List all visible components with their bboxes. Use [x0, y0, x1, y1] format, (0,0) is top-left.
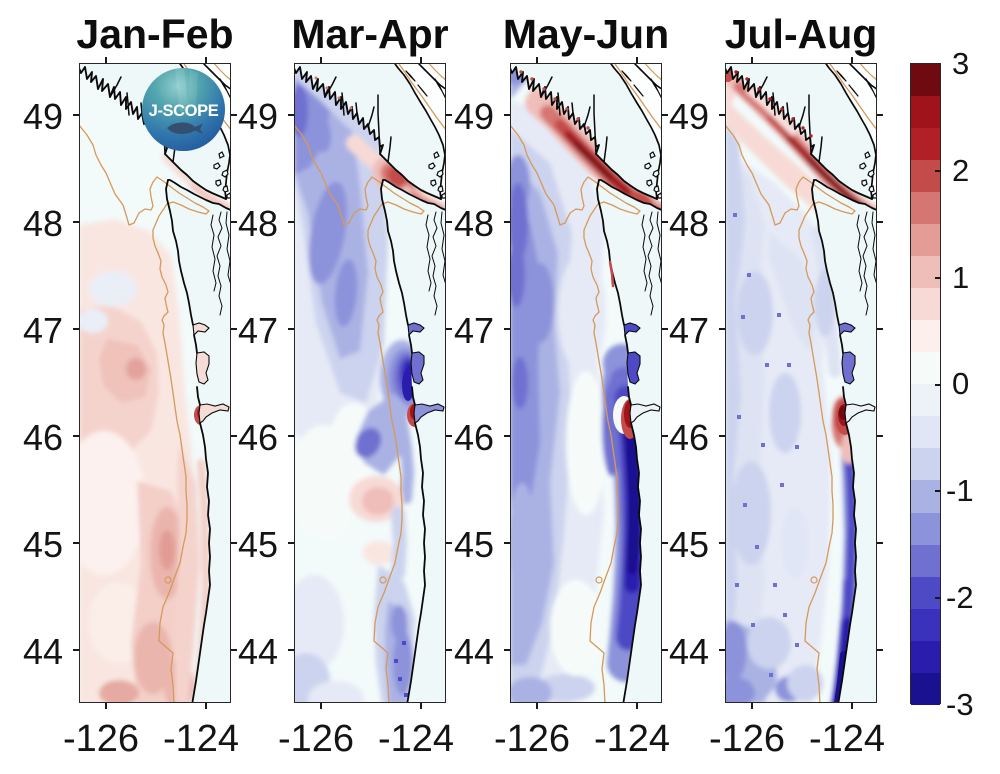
svg-text:J-SCOPE: J-SCOPE — [149, 102, 219, 120]
